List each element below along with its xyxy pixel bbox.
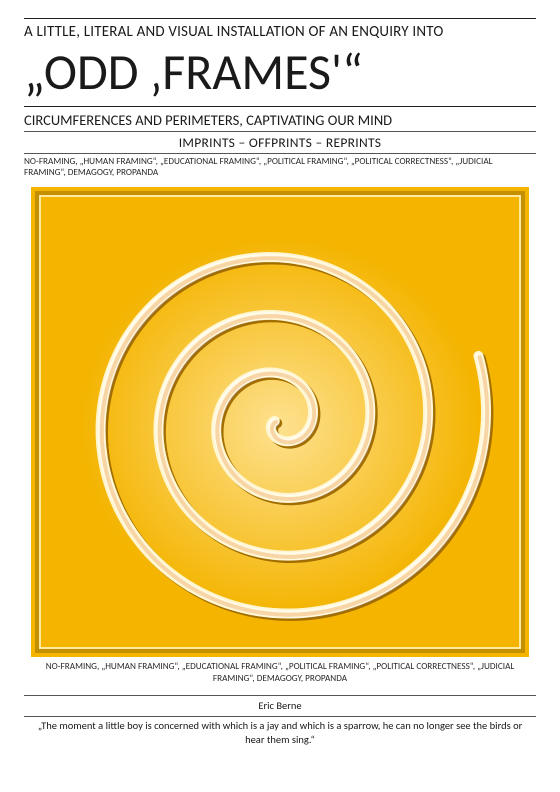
pretitle: A LITTLE, LITERAL AND VISUAL INSTALLATIO… (24, 23, 536, 41)
rule-author-bottom (24, 716, 536, 717)
rule-author-top (24, 695, 536, 696)
main-title: „ODD ‚FRAMES'“ (24, 47, 536, 100)
spiral-figure (31, 187, 529, 657)
author-quote: „The moment a little boy is concerned wi… (30, 719, 530, 747)
tags-top: NO-FRAMING, „HUMAN FRAMING“, „EDUCATIONA… (24, 156, 536, 180)
subtitle-line-1: CIRCUMFERENCES AND PERIMETERS, CAPTIVATI… (24, 111, 536, 129)
subtitle-line-2: IMPRINTS – OFFPRINTS – REPRINTS (24, 134, 536, 151)
author-block: Eric Berne „The moment a little boy is c… (24, 695, 536, 747)
rule-mid-2 (24, 153, 536, 154)
tags-bottom: NO-FRAMING, „HUMAN FRAMING“, „EDUCATIONA… (24, 661, 536, 685)
rule-under-title (24, 106, 536, 107)
top-rule (24, 18, 536, 19)
page: A LITTLE, LITERAL AND VISUAL INSTALLATIO… (0, 0, 560, 792)
author-name: Eric Berne (24, 699, 536, 712)
rule-mid-1 (24, 131, 536, 132)
figure-container (24, 187, 536, 657)
